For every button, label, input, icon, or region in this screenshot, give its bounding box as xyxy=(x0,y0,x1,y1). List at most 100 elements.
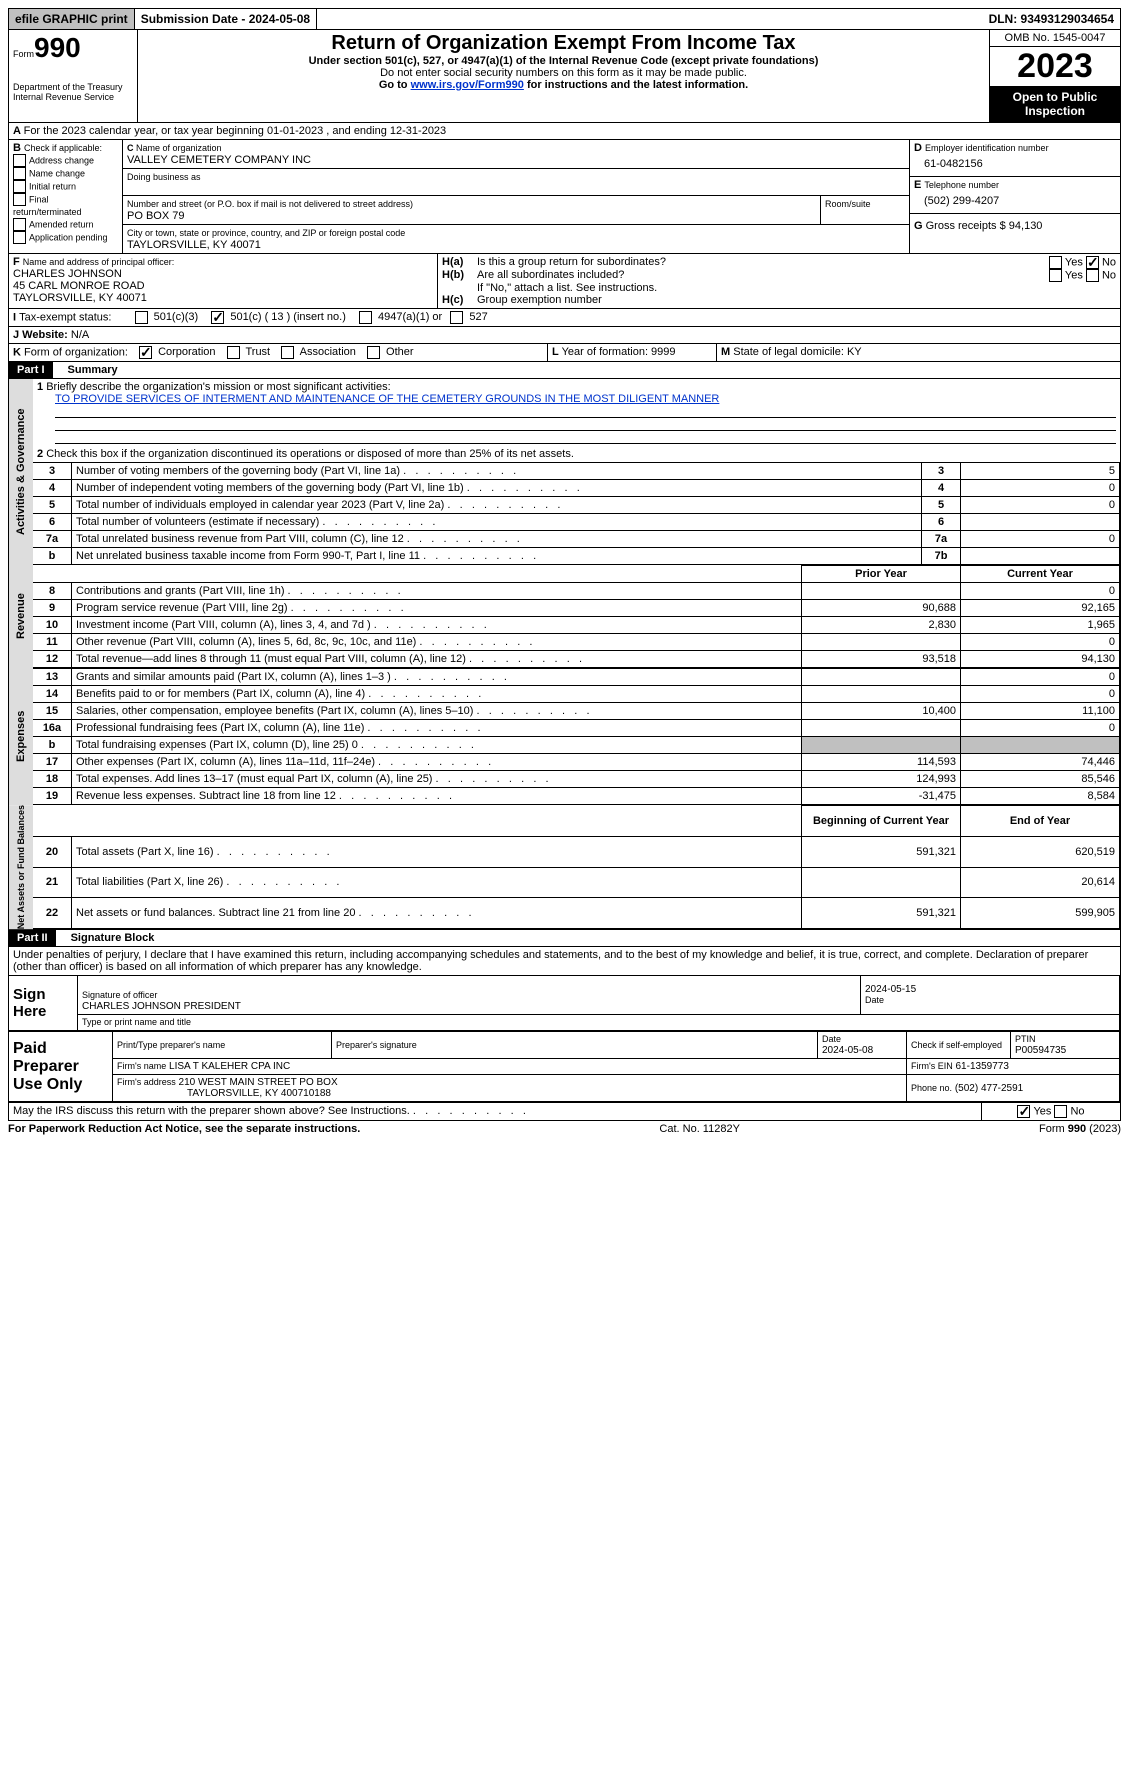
discuss-yes[interactable] xyxy=(1017,1105,1030,1118)
perjury: Under penalties of perjury, I declare th… xyxy=(9,946,1120,975)
i-opt-0-label: 501(c)(3) xyxy=(154,311,199,323)
hb-yes[interactable] xyxy=(1049,269,1062,282)
i-opt-2-label: 4947(a)(1) or xyxy=(378,311,442,323)
k-trust[interactable] xyxy=(227,346,240,359)
k-other[interactable] xyxy=(367,346,380,359)
yes-label-2: Yes xyxy=(1065,269,1083,281)
h-a: Is this a group return for subordinates? xyxy=(477,256,1049,269)
phone-label: Telephone number xyxy=(924,180,999,190)
dba-label: Doing business as xyxy=(127,172,201,182)
addr-label: Number and street (or P.O. box if mail i… xyxy=(127,199,413,209)
officer-sig-name: CHARLES JOHNSON PRESIDENT xyxy=(82,1001,241,1012)
subtitle-1: Under section 501(c), 527, or 4947(a)(1)… xyxy=(309,55,819,67)
ha-no[interactable] xyxy=(1086,256,1099,269)
irs-link[interactable]: www.irs.gov/Form990 xyxy=(411,79,524,91)
goto-pre: Go to xyxy=(379,79,411,91)
addr: PO BOX 79 xyxy=(127,210,184,222)
k-corp-label: Corporation xyxy=(158,346,215,358)
firm-name: LISA T KALEHER CPA INC xyxy=(169,1061,290,1072)
prep-sig-label: Preparer's signature xyxy=(336,1040,417,1050)
i-opt-0[interactable] xyxy=(135,311,148,324)
tax-year-range: For the 2023 calendar year, or tax year … xyxy=(24,125,447,137)
sign-date: 2024-05-15 xyxy=(865,984,916,995)
phone: (502) 299-4207 xyxy=(914,191,1116,211)
gross-label: Gross receipts $ xyxy=(926,220,1006,232)
part2-title: Signature Block xyxy=(56,932,155,944)
year-formation: Year of formation: 9999 xyxy=(562,346,676,358)
submission-date: Submission Date - 2024-05-08 xyxy=(135,9,317,29)
h-note: If "No," attach a list. See instructions… xyxy=(442,282,1116,294)
gross-receipts: 94,130 xyxy=(1009,220,1043,232)
i-opt-3[interactable] xyxy=(450,311,463,324)
cat-no: Cat. No. 11282Y xyxy=(659,1123,740,1135)
b-check[interactable] xyxy=(13,193,26,206)
q2: Check this box if the organization disco… xyxy=(46,448,574,460)
h-c: Group exemption number xyxy=(477,294,602,306)
dln: DLN: 93493129034654 xyxy=(983,9,1120,29)
b-check[interactable] xyxy=(13,167,26,180)
form-org-label: Form of organization: xyxy=(24,346,128,358)
k-assoc[interactable] xyxy=(281,346,294,359)
discuss-q: May the IRS discuss this return with the… xyxy=(13,1105,526,1117)
city: TAYLORSVILLE, KY 40071 xyxy=(127,239,261,251)
i-opt-2[interactable] xyxy=(359,311,372,324)
ptin: P00594735 xyxy=(1015,1045,1066,1056)
k-other-label: Other xyxy=(386,346,414,358)
type-name-label: Type or print name and title xyxy=(82,1017,191,1027)
sign-here: Sign Here xyxy=(9,976,78,1031)
state-domicile: State of legal domicile: KY xyxy=(733,346,861,358)
sig-officer-label: Signature of officer xyxy=(82,990,157,1000)
check-applicable-label: Check if applicable: xyxy=(24,143,102,153)
part2-label: Part II xyxy=(9,930,56,946)
tax-year: 2023 xyxy=(990,47,1120,86)
goto-post: for instructions and the latest informat… xyxy=(524,79,748,91)
paperwork-notice: For Paperwork Reduction Act Notice, see … xyxy=(8,1123,360,1135)
subtitle-2: Do not enter social security numbers on … xyxy=(142,67,985,79)
b-check[interactable] xyxy=(13,218,26,231)
ein-label: Employer identification number xyxy=(925,143,1049,153)
form-footer: Form 990 (2023) xyxy=(1039,1123,1121,1135)
discuss-yes-label: Yes xyxy=(1033,1106,1051,1118)
sign-date-label: Date xyxy=(865,995,884,1005)
part1-title: Summary xyxy=(53,364,118,376)
firm-addr: 210 WEST MAIN STREET PO BOX xyxy=(179,1077,338,1088)
room-label: Room/suite xyxy=(825,199,871,209)
firm-addr-label: Firm's address xyxy=(117,1077,176,1087)
hb-no[interactable] xyxy=(1086,269,1099,282)
side-net: Net Assets or Fund Balances xyxy=(9,805,33,929)
firm-phone-label: Phone no. xyxy=(911,1083,952,1093)
tax-exempt-label: Tax-exempt status: xyxy=(19,311,111,323)
form-title: Return of Organization Exempt From Incom… xyxy=(142,32,985,55)
side-expenses: Expenses xyxy=(9,668,33,805)
ptin-label: PTIN xyxy=(1015,1034,1036,1044)
firm-addr2: TAYLORSVILLE, KY 400710188 xyxy=(187,1088,331,1099)
side-governance: Activities & Governance xyxy=(9,379,33,565)
k-trust-label: Trust xyxy=(245,346,270,358)
k-assoc-label: Association xyxy=(300,346,356,358)
b-check[interactable] xyxy=(13,180,26,193)
b-check[interactable] xyxy=(13,231,26,244)
discuss-no-label: No xyxy=(1070,1106,1084,1118)
ein: 61-0482156 xyxy=(914,154,1116,174)
i-opt-1[interactable] xyxy=(211,311,224,324)
org-name: VALLEY CEMETERY COMPANY INC xyxy=(127,154,311,166)
h-b: Are all subordinates included? xyxy=(477,269,1049,282)
officer-label: Name and address of principal officer: xyxy=(23,257,174,267)
org-name-label: Name of organization xyxy=(136,143,222,153)
firm-ein: 61-1359773 xyxy=(956,1061,1009,1072)
efile-badge: efile GRAPHIC print xyxy=(9,9,135,29)
q1: Briefly describe the organization's miss… xyxy=(46,381,390,393)
ha-yes[interactable] xyxy=(1049,256,1062,269)
k-corp[interactable] xyxy=(139,346,152,359)
no-label: No xyxy=(1102,256,1116,268)
discuss-no[interactable] xyxy=(1054,1105,1067,1118)
officer-addr1: 45 CARL MONROE ROAD xyxy=(13,280,145,292)
side-revenue: Revenue xyxy=(9,565,33,668)
firm-ein-label: Firm's EIN xyxy=(911,1061,953,1071)
firm-phone: (502) 477-2591 xyxy=(955,1083,1023,1094)
b-check[interactable] xyxy=(13,154,26,167)
mission[interactable]: TO PROVIDE SERVICES OF INTERMENT AND MAI… xyxy=(55,393,719,405)
open-inspection: Open to Public Inspection xyxy=(990,86,1120,122)
paid-preparer: Paid Preparer Use Only xyxy=(9,1032,113,1102)
form-prefix: Form xyxy=(13,49,34,59)
